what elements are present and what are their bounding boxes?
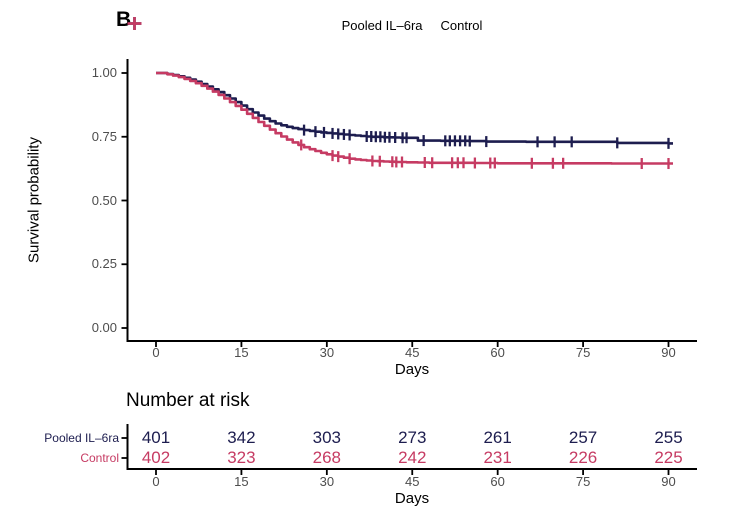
- x-tick-label: 60: [490, 345, 505, 360]
- panel-label: B: [116, 8, 132, 31]
- legend-label: Control: [440, 17, 483, 33]
- risk-row-label-pooled-il-6ra: Pooled IL–6ra: [44, 430, 119, 445]
- risk-count: 231: [483, 448, 512, 467]
- risk-count: 255: [654, 428, 683, 447]
- risk-count: 242: [398, 448, 427, 467]
- y-tick-label: 0.75: [91, 128, 117, 144]
- x-tick-label: 30: [319, 345, 335, 360]
- legend-item-pooled-il-6ra: Pooled IL–6ra: [127, 17, 423, 33]
- y-tick-label: 1.00: [91, 65, 117, 80]
- risk-x-tick-label: 60: [490, 474, 505, 489]
- x-tick-label: 15: [234, 345, 249, 360]
- risk-count: 261: [483, 428, 512, 447]
- x-tick-label: 0: [152, 345, 160, 360]
- x-tick-label: 45: [405, 345, 420, 360]
- x-axis-title: Days: [394, 361, 430, 378]
- risk-count: 273: [398, 428, 427, 447]
- risk-count: 257: [568, 428, 598, 447]
- risk-x-tick-label: 0: [152, 474, 160, 489]
- risk-count: 226: [568, 448, 598, 467]
- survival-curve-control: [156, 71, 673, 165]
- legend-item-control: Control: [127, 17, 483, 33]
- legend: Pooled IL–6ra Control: [127, 16, 697, 34]
- legend-label: Pooled IL–6ra: [341, 17, 423, 33]
- y-tick-label: 0.00: [91, 320, 117, 335]
- y-axis-title-text: Survival probability: [25, 137, 43, 263]
- plus-censor-icon: [127, 17, 142, 30]
- survival-curve-pooled-il-6ra: [156, 71, 673, 145]
- risk-x-tick-label: 15: [234, 474, 249, 489]
- risk-count: 323: [227, 448, 256, 467]
- risk-table-title: Number at risk: [126, 390, 250, 411]
- risk-x-tick-label: 90: [661, 474, 676, 489]
- risk-count: 402: [141, 448, 171, 467]
- risk-count: 268: [312, 448, 342, 467]
- x-tick-label: 75: [575, 345, 591, 360]
- risk-count: 303: [312, 428, 342, 447]
- risk-x-tick-label: 75: [575, 474, 591, 489]
- risk-count: 342: [227, 428, 256, 447]
- risk-x-tick-label: 45: [405, 474, 420, 489]
- risk-row-label-control: Control: [80, 450, 119, 465]
- risk-count: 225: [654, 448, 683, 467]
- risk-table-x-axis-title: Days: [394, 490, 430, 507]
- risk-x-tick-label: 30: [319, 474, 335, 489]
- x-tick-label: 90: [661, 345, 676, 360]
- y-tick-label: 0.50: [91, 192, 117, 208]
- y-tick-label: 0.25: [91, 256, 117, 272]
- risk-count: 401: [141, 428, 171, 447]
